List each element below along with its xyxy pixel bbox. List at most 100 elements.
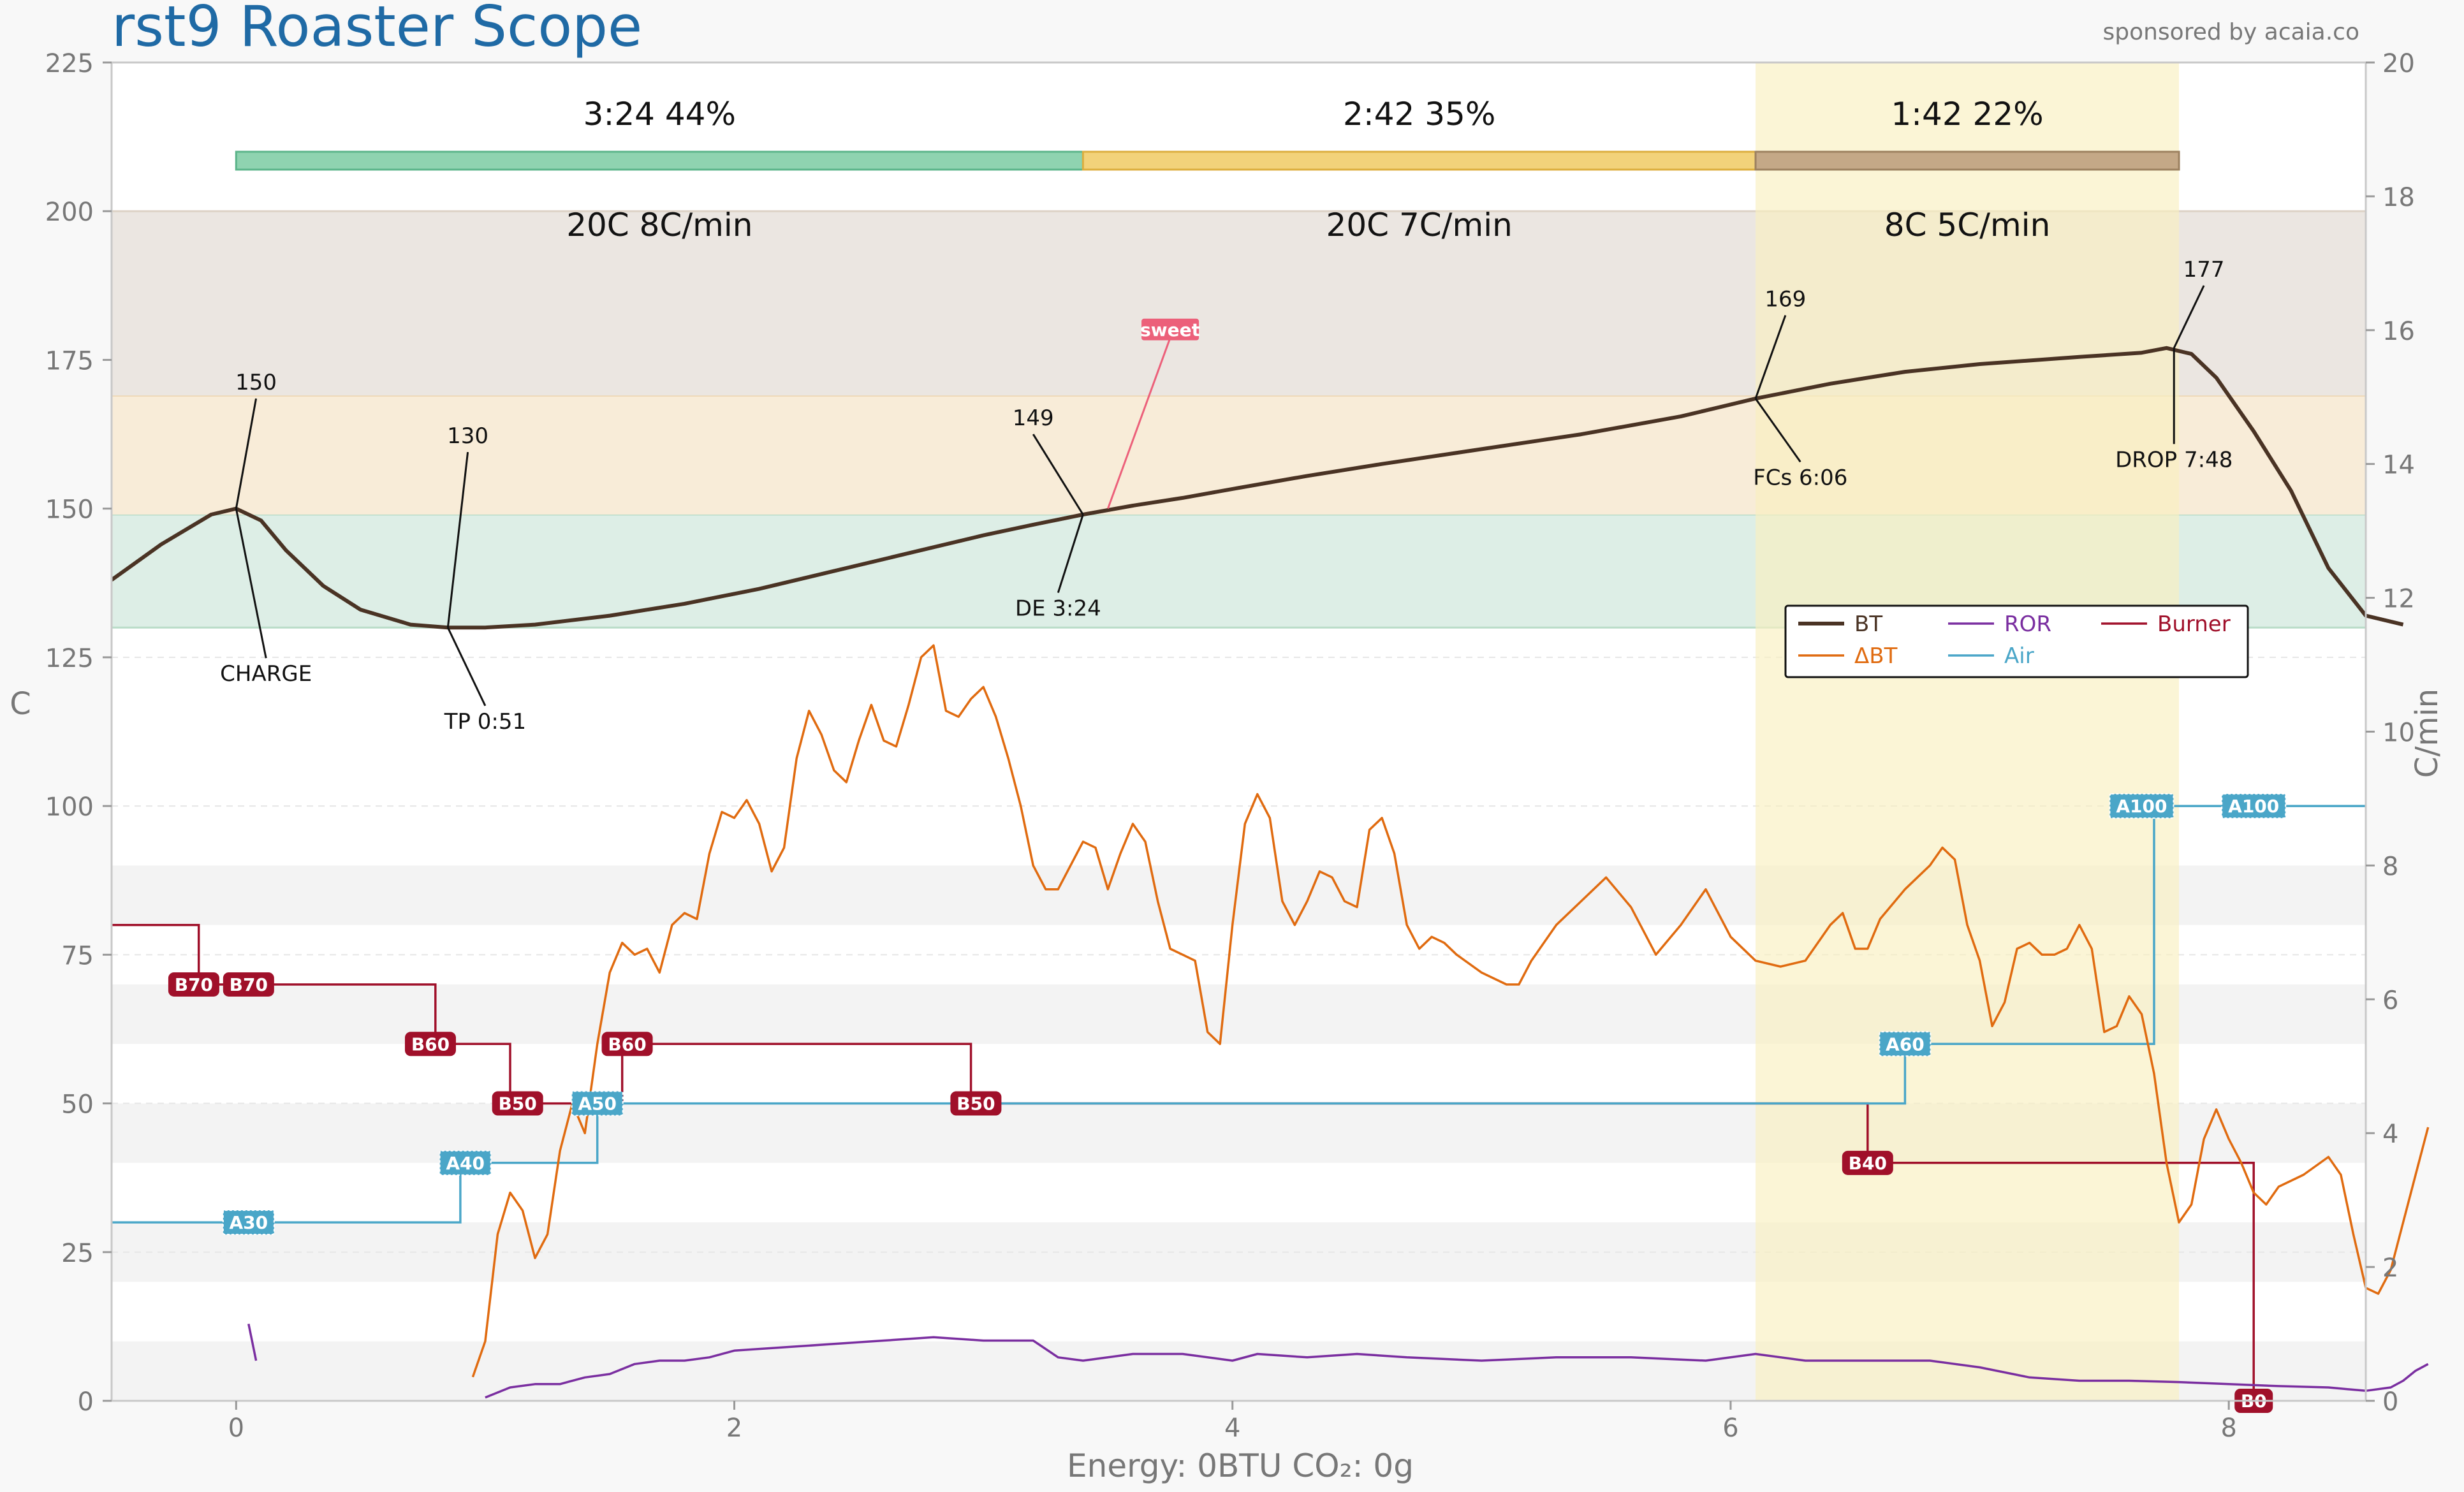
y2-tick-label: 18 bbox=[2382, 183, 2415, 212]
step-badge-label: B50 bbox=[957, 1093, 995, 1115]
series-line-ror bbox=[247, 1323, 258, 1361]
chart-title: rst9 Roaster Scope bbox=[112, 0, 642, 59]
annotation-event: CHARGE bbox=[220, 661, 312, 687]
y-tick-label: 100 bbox=[45, 793, 94, 822]
y-tick-label: 150 bbox=[45, 495, 94, 525]
y-tick-label: 200 bbox=[45, 198, 94, 227]
y2-tick-label: 0 bbox=[2382, 1387, 2398, 1417]
legend: BT ROR Burner ΔBT Air bbox=[1784, 604, 2249, 678]
phase-sub-dev: 8C 5C/min bbox=[1884, 207, 2050, 244]
step-badge-air bbox=[2221, 793, 2287, 819]
series-line-bt bbox=[110, 346, 2404, 630]
annotation-leader bbox=[2173, 285, 2205, 349]
phase-label-dry: 3:24 44% bbox=[583, 96, 736, 133]
y-tick-label: 125 bbox=[45, 644, 94, 673]
y2-tick-label: 4 bbox=[2382, 1120, 2398, 1149]
phase-sub-maillard: 20C 7C/min bbox=[1326, 207, 1513, 244]
step-badge-burner bbox=[168, 972, 219, 997]
step-badge-burner bbox=[1842, 1150, 1893, 1175]
y2-tick-label: 8 bbox=[2382, 852, 2398, 881]
sweet-leader bbox=[1107, 337, 1171, 509]
annotation-event: DROP 7:48 bbox=[2115, 447, 2233, 472]
legend-label-ror: ROR bbox=[2004, 611, 2051, 637]
step-badge-label: A50 bbox=[578, 1093, 617, 1115]
y2-tick-label: 20 bbox=[2382, 49, 2415, 78]
x-tick-label: 0 bbox=[228, 1414, 244, 1443]
step-badge-label: B60 bbox=[608, 1034, 646, 1055]
step-badge-label: A30 bbox=[230, 1212, 268, 1233]
annotation-value: 177 bbox=[2183, 257, 2225, 282]
step-badge-label: B60 bbox=[411, 1034, 450, 1055]
phase-bar-maillard bbox=[1082, 150, 1757, 171]
step-badge-label: A100 bbox=[2228, 796, 2279, 817]
annotation-event: FCs 6:06 bbox=[1753, 465, 1847, 490]
y-tick-label: 25 bbox=[61, 1239, 94, 1268]
annotation-value: 149 bbox=[1013, 406, 1054, 431]
legend-label-bt: BT bbox=[1854, 611, 1882, 637]
y2-tick-label: 16 bbox=[2382, 317, 2415, 346]
y-tick-label: 0 bbox=[78, 1387, 94, 1417]
y-axis-label: C bbox=[10, 686, 31, 722]
step-badge-label: B70 bbox=[175, 974, 213, 995]
y2-axis-label: C/min bbox=[2409, 689, 2445, 778]
x-tick-label: 6 bbox=[1722, 1414, 1738, 1443]
development-shade bbox=[1756, 62, 2180, 1401]
step-badge-label: A40 bbox=[446, 1153, 485, 1174]
x-tick-label: 8 bbox=[2220, 1414, 2236, 1443]
annotation-leader bbox=[235, 398, 258, 509]
annotation-leader bbox=[446, 627, 487, 706]
phase-bar-dry bbox=[235, 150, 1084, 171]
legend-label-air: Air bbox=[2004, 643, 2034, 669]
step-line-air bbox=[112, 805, 2366, 1224]
step-badge-label: B50 bbox=[499, 1093, 537, 1115]
annotation-leader bbox=[235, 508, 267, 659]
step-badge-label: A60 bbox=[1886, 1034, 1925, 1055]
annotation-leader bbox=[1754, 314, 1787, 399]
y2-tick-label: 10 bbox=[2382, 719, 2415, 748]
y-tick-label: 175 bbox=[45, 346, 94, 376]
y-tick-label: 75 bbox=[61, 941, 94, 970]
legend-label-dbt: ΔBT bbox=[1854, 643, 1898, 669]
step-badge-label: B70 bbox=[230, 974, 268, 995]
series-line-dbt bbox=[471, 644, 2430, 1378]
step-badge-label: B40 bbox=[1849, 1153, 1887, 1174]
annotation-leader bbox=[1057, 514, 1084, 594]
sweet-badge bbox=[1141, 318, 1199, 340]
phase-bar-dev bbox=[1754, 150, 2180, 171]
annotation-event: TP 0:51 bbox=[444, 709, 526, 735]
step-badge-air bbox=[222, 1210, 275, 1236]
y2-tick-label: 14 bbox=[2382, 451, 2415, 480]
step-badge-air bbox=[571, 1090, 624, 1116]
legend-label-burner: Burner bbox=[2157, 611, 2231, 637]
step-badge-burner bbox=[601, 1032, 653, 1057]
sponsor-text: sponsored by acaia.co bbox=[2102, 19, 2359, 45]
y2-tick-label: 12 bbox=[2382, 585, 2415, 614]
x-tick-label: 4 bbox=[1224, 1414, 1240, 1443]
phase-label-dev: 1:42 22% bbox=[1891, 96, 2043, 133]
annotation-value: 169 bbox=[1764, 286, 1806, 312]
y2-tick-label: 2 bbox=[2382, 1254, 2398, 1283]
step-badge-burner bbox=[404, 1032, 456, 1057]
sweet-label: sweet bbox=[1140, 319, 1200, 340]
step-badge-label: A100 bbox=[2116, 796, 2167, 817]
step-badge-air bbox=[1879, 1031, 1932, 1057]
step-badge-air bbox=[2109, 793, 2174, 819]
step-badge-burner bbox=[223, 972, 274, 997]
x-tick-label: 2 bbox=[726, 1414, 742, 1443]
y-tick-label: 225 bbox=[45, 49, 94, 78]
annotation-value: 130 bbox=[447, 423, 488, 449]
annotation-leader bbox=[446, 451, 469, 628]
phase-sub-dry: 20C 8C/min bbox=[566, 207, 752, 244]
annotation-leader bbox=[1032, 434, 1084, 515]
annotation-leader bbox=[1754, 398, 1801, 463]
energy-footer: Energy: 0BTU CO₂: 0g bbox=[1067, 1447, 1414, 1484]
series-line-ror bbox=[485, 1336, 2429, 1399]
y-tick-label: 50 bbox=[61, 1090, 94, 1120]
annotation-value: 150 bbox=[235, 370, 277, 395]
annotation-event: DE 3:24 bbox=[1015, 596, 1101, 622]
step-badge-air bbox=[439, 1150, 492, 1176]
step-badge-burner bbox=[492, 1091, 543, 1116]
phase-label-maillard: 2:42 35% bbox=[1343, 96, 1495, 133]
y2-tick-label: 6 bbox=[2382, 986, 2398, 1015]
